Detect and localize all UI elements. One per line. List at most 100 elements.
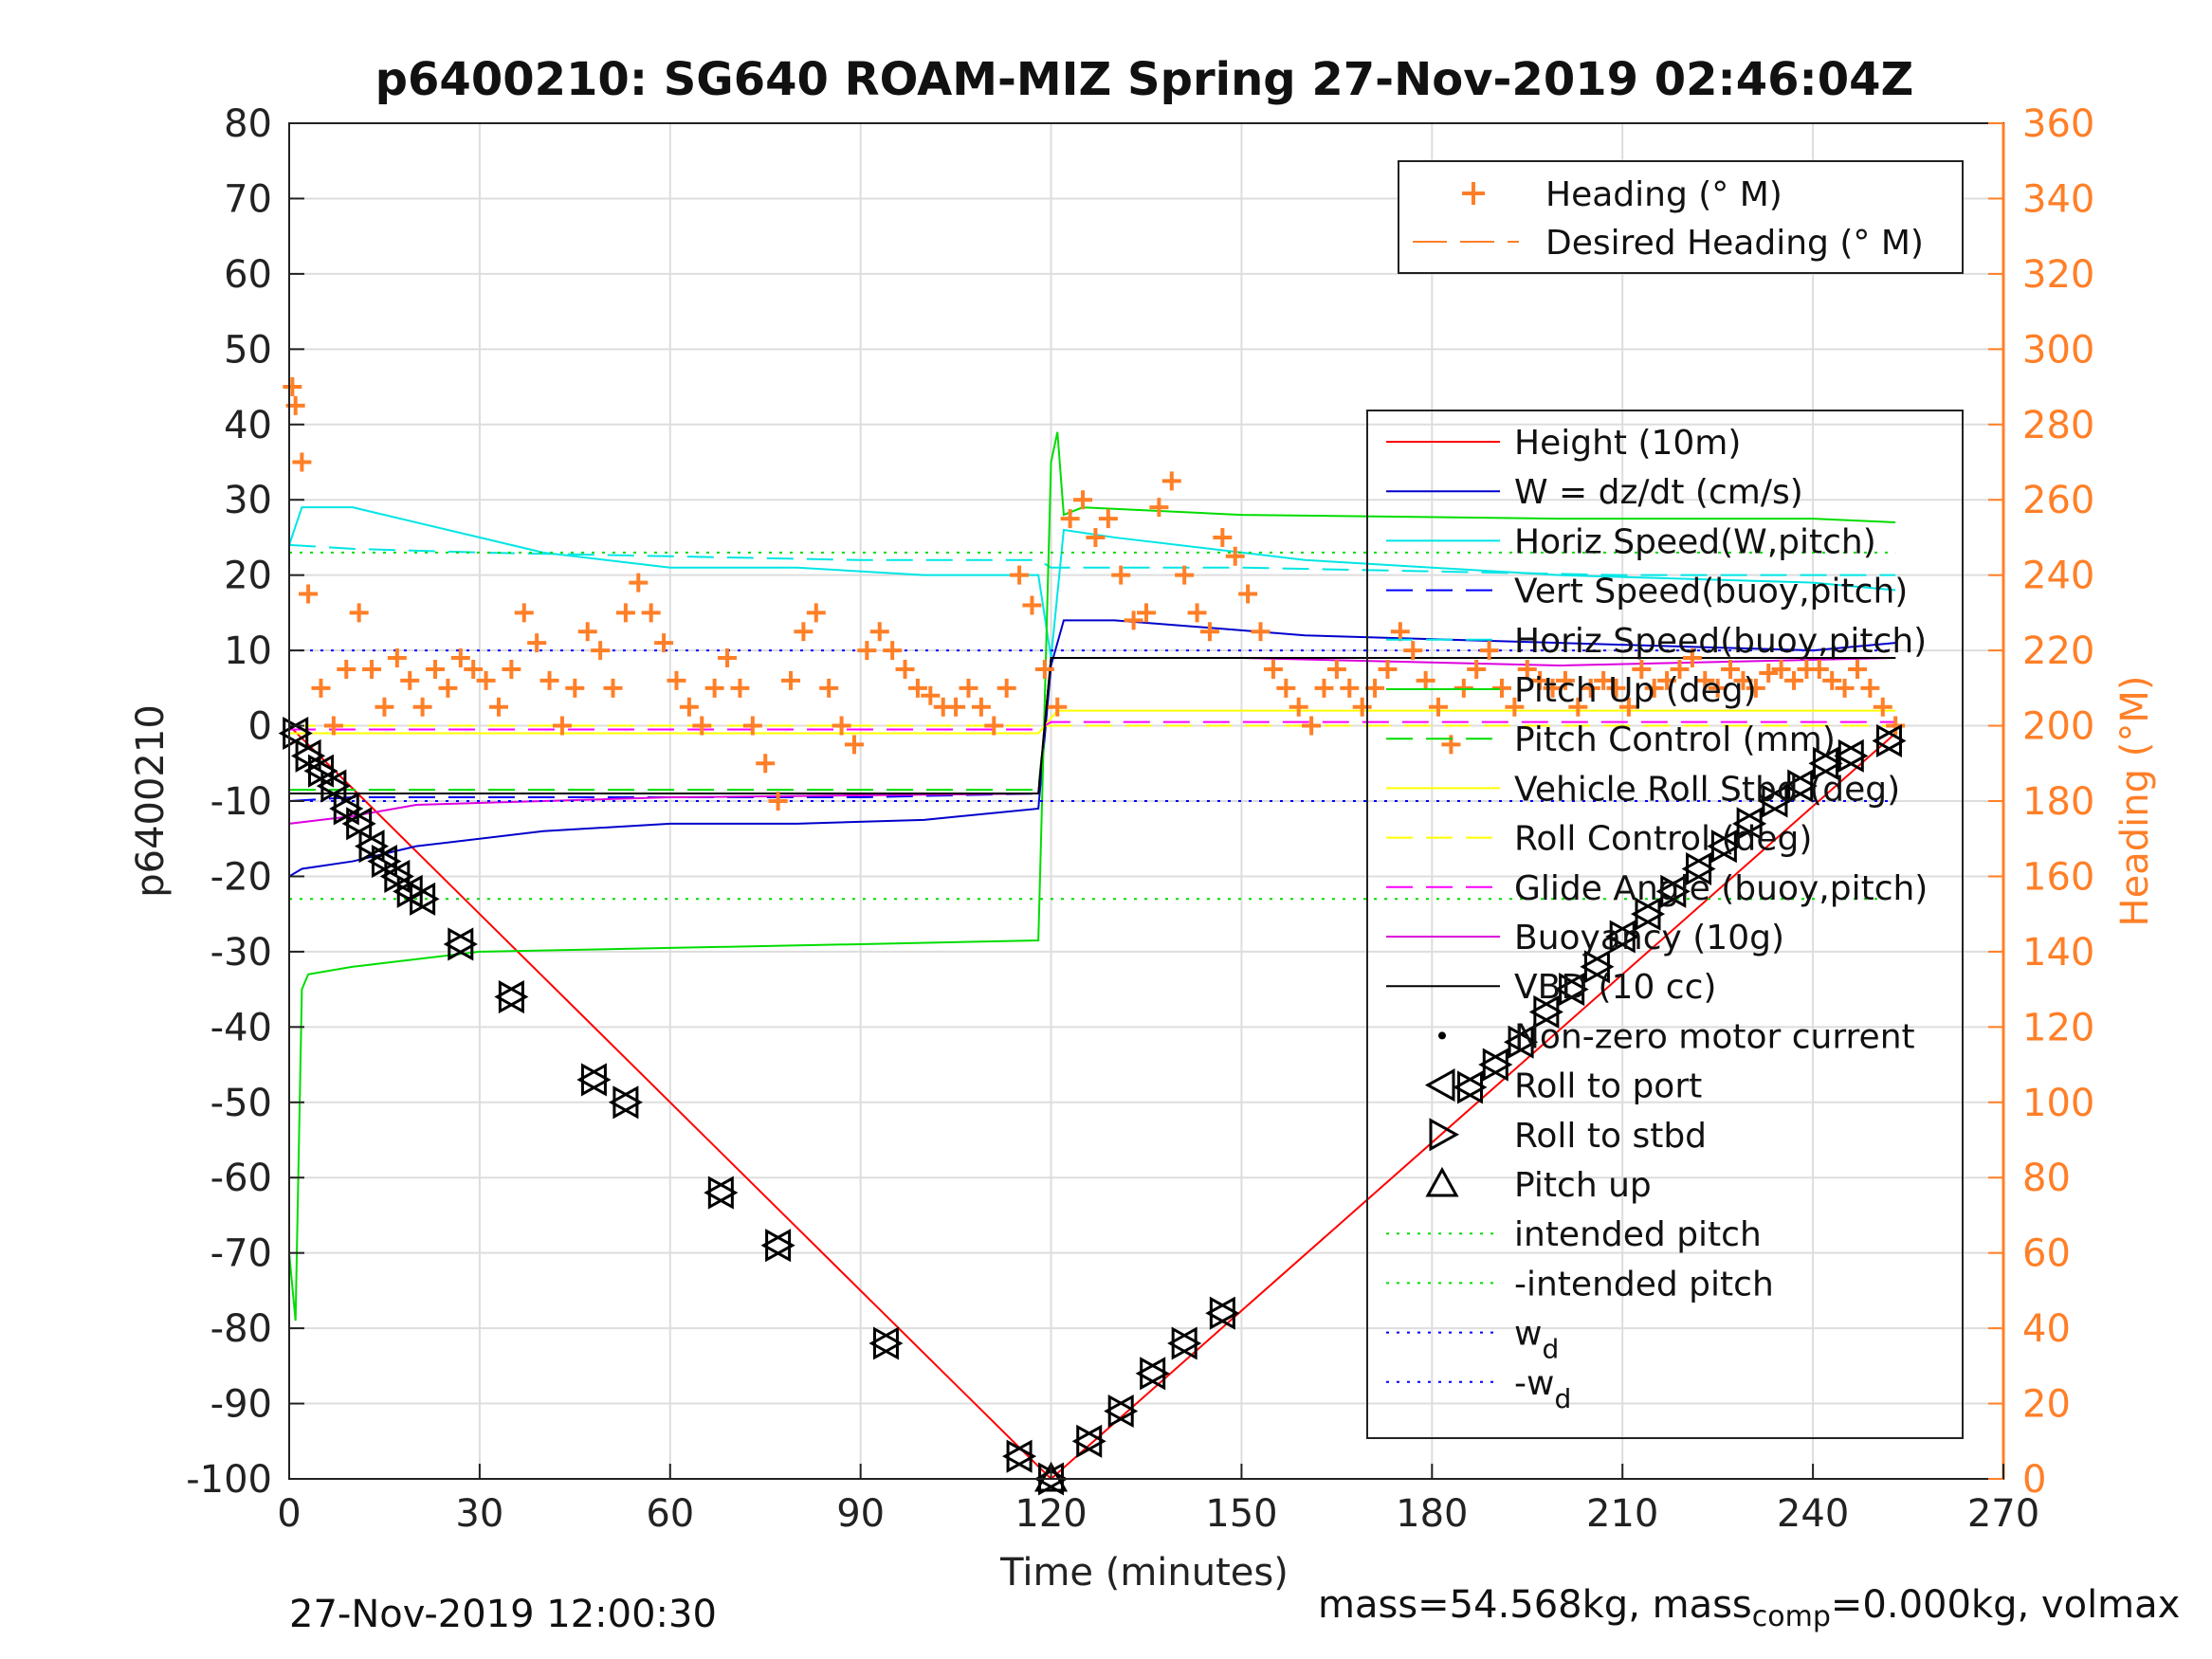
- series-vehicle-roll-stbd-deg: [289, 709, 1896, 735]
- series-horiz-speed-w-pitch: [288, 506, 1896, 659]
- heading-point: [514, 603, 534, 623]
- x-tick-label: 0: [277, 1492, 301, 1536]
- heading-point: [1453, 678, 1473, 698]
- series-roll-to-stbd-marker: [1107, 1394, 1139, 1429]
- legend-w-subscript: d: [1542, 1334, 1559, 1365]
- legend-desired-heading-label: Desired Heading (° M): [1545, 224, 1924, 263]
- legend-vert-speed-buoy-pitch-label: Vert Speed(buoy,pitch): [1514, 573, 1908, 611]
- heading-point: [603, 678, 623, 698]
- heading-point: [1568, 697, 1588, 717]
- heading-point: [768, 792, 788, 811]
- heading-point: [552, 716, 572, 736]
- series-roll-to-stbd-marker: [1076, 1424, 1106, 1458]
- x-tick-label: 180: [1396, 1492, 1468, 1536]
- legend-w-subscript: d: [1554, 1383, 1571, 1414]
- right-axis-ticks: 0 20 40 60 80 100 120 140 160 180 200 220 240 260 280 3…: [1988, 102, 2094, 1502]
- legend-top: Heading (° M) Desired Heading (° M): [1398, 160, 1964, 274]
- y-tick-label-right: 220: [2022, 629, 2094, 673]
- mass-text: mass=54.568kg, mass: [1318, 1583, 1752, 1627]
- y-tick-label-left: 10: [224, 629, 272, 673]
- heading-point: [539, 670, 559, 690]
- y-tick-label-right: 240: [2022, 555, 2094, 598]
- heading-point: [527, 633, 547, 653]
- heading-point: [1403, 641, 1423, 661]
- heading-point: [806, 603, 826, 623]
- y-tick-label-right: 260: [2022, 479, 2094, 522]
- heading-point: [476, 670, 496, 690]
- y-tick-label-left: 50: [224, 328, 272, 372]
- heading-point: [794, 622, 814, 642]
- heading-point: [1086, 527, 1106, 547]
- heading-point: [1618, 697, 1638, 717]
- heading-point: [971, 697, 991, 717]
- heading-point: [1517, 659, 1537, 679]
- heading-point: [1632, 659, 1652, 679]
- heading-point: [1048, 697, 1068, 717]
- series-roll-to-stbd-marker: [612, 1085, 643, 1120]
- heading-point: [565, 678, 585, 698]
- heading-point: [1199, 622, 1219, 642]
- heading-point: [1326, 659, 1346, 679]
- y-tick-label-left: -100: [186, 1458, 272, 1502]
- heading-point: [1721, 659, 1741, 679]
- heading-point: [996, 678, 1016, 698]
- x-tick-label: 150: [1205, 1492, 1277, 1536]
- heading-point: [756, 754, 776, 774]
- heading-point: [704, 678, 724, 698]
- legend-intended-pitch-label: -intended pitch: [1514, 1265, 1774, 1304]
- x-tick-label: 60: [646, 1492, 694, 1536]
- legend-height-10m-label: Height (10m): [1514, 424, 1741, 463]
- heading-point: [1098, 509, 1118, 529]
- series-pitch-up-marker: [1034, 1461, 1069, 1492]
- heading-point: [337, 659, 356, 679]
- legend-vbd-10-cc-label: VBD (10 cc): [1514, 968, 1716, 1007]
- heading-point: [1022, 595, 1042, 615]
- legend-pitch-up-symbol: [1425, 1166, 1459, 1197]
- heading-point: [1682, 648, 1702, 668]
- legend-pitch-up-deg-label: Pitch Up (deg): [1514, 671, 1757, 710]
- y-tick-label-right: 20: [2022, 1383, 2071, 1427]
- heading-point: [1225, 546, 1245, 566]
- heading-point: [667, 670, 686, 690]
- series-roll-to-stbd-marker: [1559, 973, 1589, 1007]
- series-buoyancy-10g: [288, 657, 1896, 825]
- series-roll-to-stbd-marker: [1686, 851, 1716, 886]
- y-tick-label-right: 280: [2022, 404, 2094, 447]
- y-tick-label-right: 300: [2022, 328, 2094, 372]
- y-tick-label-left: 70: [224, 177, 272, 221]
- heading-point: [869, 622, 889, 642]
- y-tick-label-left: -40: [210, 1006, 272, 1049]
- heading-point: [1060, 509, 1080, 529]
- heading-point: [1873, 697, 1892, 717]
- chart-title: p6400210: SG640 ROAM-MIZ Spring 27-Nov-2…: [375, 53, 1914, 106]
- y-tick-label-right: 40: [2022, 1307, 2071, 1351]
- heading-point: [742, 716, 762, 736]
- left-axis-ticks: -100-90-80-70-60-50-40-30-20-10010203040…: [186, 102, 304, 1502]
- legend-roll-control-deg-label: Roll Control (deg): [1514, 820, 1812, 859]
- y-tick-label-right: 0: [2022, 1458, 2046, 1502]
- heading-point: [819, 678, 839, 698]
- heading-point: [1491, 678, 1511, 698]
- series-roll-to-stbd-marker: [1508, 1025, 1539, 1059]
- heading-point: [323, 716, 343, 736]
- x-tick-label: 240: [1777, 1492, 1849, 1536]
- series-roll-to-stbd-marker: [1837, 738, 1869, 773]
- heading-point: [1276, 678, 1296, 698]
- x-tick-label: 30: [455, 1492, 503, 1536]
- heading-point: [946, 697, 966, 717]
- heading-point: [1822, 670, 1842, 690]
- heading-point: [1759, 663, 1779, 683]
- heading-point: [1340, 678, 1360, 698]
- heading-point: [283, 377, 302, 397]
- y-tick-label-right: 160: [2022, 855, 2094, 899]
- legend-roll-to-stbd-label: Roll to stbd: [1514, 1117, 1707, 1156]
- plot-area: [278, 377, 1907, 1496]
- y-tick-label-left: -70: [210, 1232, 272, 1276]
- y-tick-label-right: 120: [2022, 1006, 2094, 1049]
- series-roll-to-stbd-marker: [1875, 723, 1907, 757]
- heading-point: [362, 659, 382, 679]
- y-tick-label-right: 140: [2022, 931, 2094, 975]
- heading-point: [1137, 603, 1156, 623]
- series-vbd-10-cc: [289, 657, 1896, 795]
- legend-vehicle-roll-stbd-deg-label: Vehicle Roll Stbd (deg): [1514, 770, 1900, 809]
